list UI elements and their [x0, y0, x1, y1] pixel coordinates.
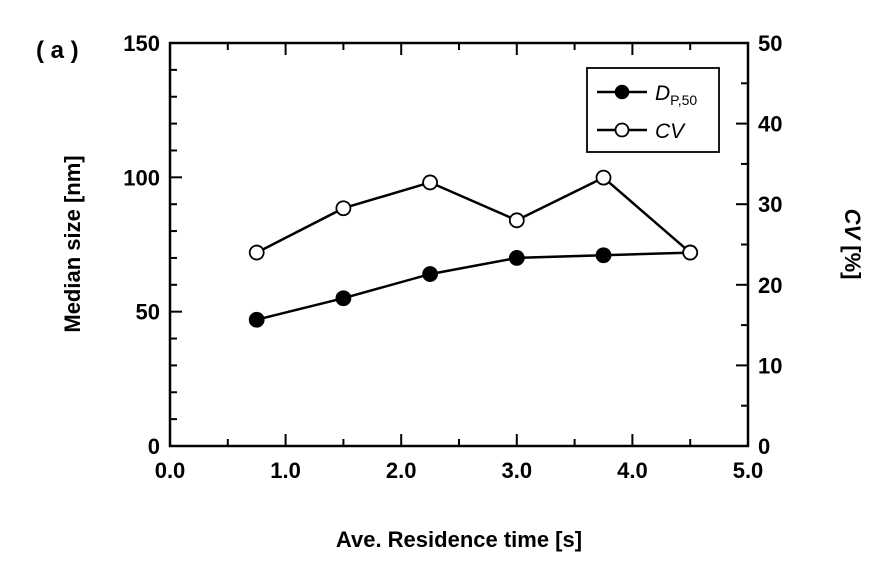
y2-axis-label-cv: CV — [840, 209, 865, 242]
legend-label-dp50: DP,50 — [655, 82, 697, 108]
x-axis: 0.0 1.0 2.0 3.0 4.0 5.0 — [155, 43, 764, 483]
cv-point — [335, 200, 352, 217]
y2-tick-label: 40 — [758, 112, 782, 137]
dp50-point — [508, 250, 525, 266]
y2-tick-label: 30 — [758, 192, 782, 217]
x-tick-label: 2.0 — [386, 458, 417, 483]
x-axis-label: Ave. Residence time [s] — [336, 527, 582, 552]
cv-point — [508, 212, 525, 229]
legend-label-dp50-main: D — [655, 82, 670, 105]
y2-axis-label: CV [%] — [840, 209, 865, 280]
x-tick-label: 5.0 — [733, 458, 764, 483]
legend: DP,50 CV — [586, 67, 720, 153]
cv-point — [248, 244, 265, 261]
y2-tick-label: 50 — [758, 31, 782, 56]
y2-tick-label: 20 — [758, 273, 782, 298]
series-line-cv — [256, 176, 692, 254]
legend-label-cv: CV — [655, 120, 686, 143]
panel-label: ( a ) — [36, 37, 79, 64]
y-tick-label: 0 — [148, 434, 160, 459]
y2-tick-label: 0 — [758, 434, 770, 459]
x-tick-label: 1.0 — [270, 458, 301, 483]
y2-axis-label-unit: [%] — [840, 239, 865, 279]
x-tick-label: 0.0 — [155, 458, 186, 483]
cv-point — [422, 174, 439, 191]
y-tick-label: 100 — [123, 165, 160, 190]
dp50-point — [248, 311, 265, 328]
y-tick-label: 150 — [123, 31, 160, 56]
y-axis-right: 0 10 20 30 40 50 — [736, 31, 782, 459]
y2-tick-label: 10 — [758, 353, 782, 378]
series-line-dp50 — [256, 251, 691, 321]
y-tick-label: 50 — [136, 300, 160, 325]
dp50-point — [335, 290, 352, 307]
y-axis-left: 0 50 100 150 — [123, 31, 182, 459]
legend-label-dp50-sub: P,50 — [670, 92, 697, 108]
x-tick-label: 4.0 — [617, 458, 648, 483]
y-axis-label: Median size [nm] — [60, 155, 85, 332]
legend-marker-cv — [614, 122, 630, 138]
legend-box — [586, 67, 720, 153]
series-layer — [248, 169, 699, 328]
legend-marker-dp50 — [614, 84, 630, 100]
cv-point — [595, 169, 612, 186]
x-tick-label: 3.0 — [502, 458, 533, 483]
dp50-point — [595, 247, 612, 264]
dp50-point — [422, 266, 439, 282]
cv-point — [682, 244, 699, 261]
